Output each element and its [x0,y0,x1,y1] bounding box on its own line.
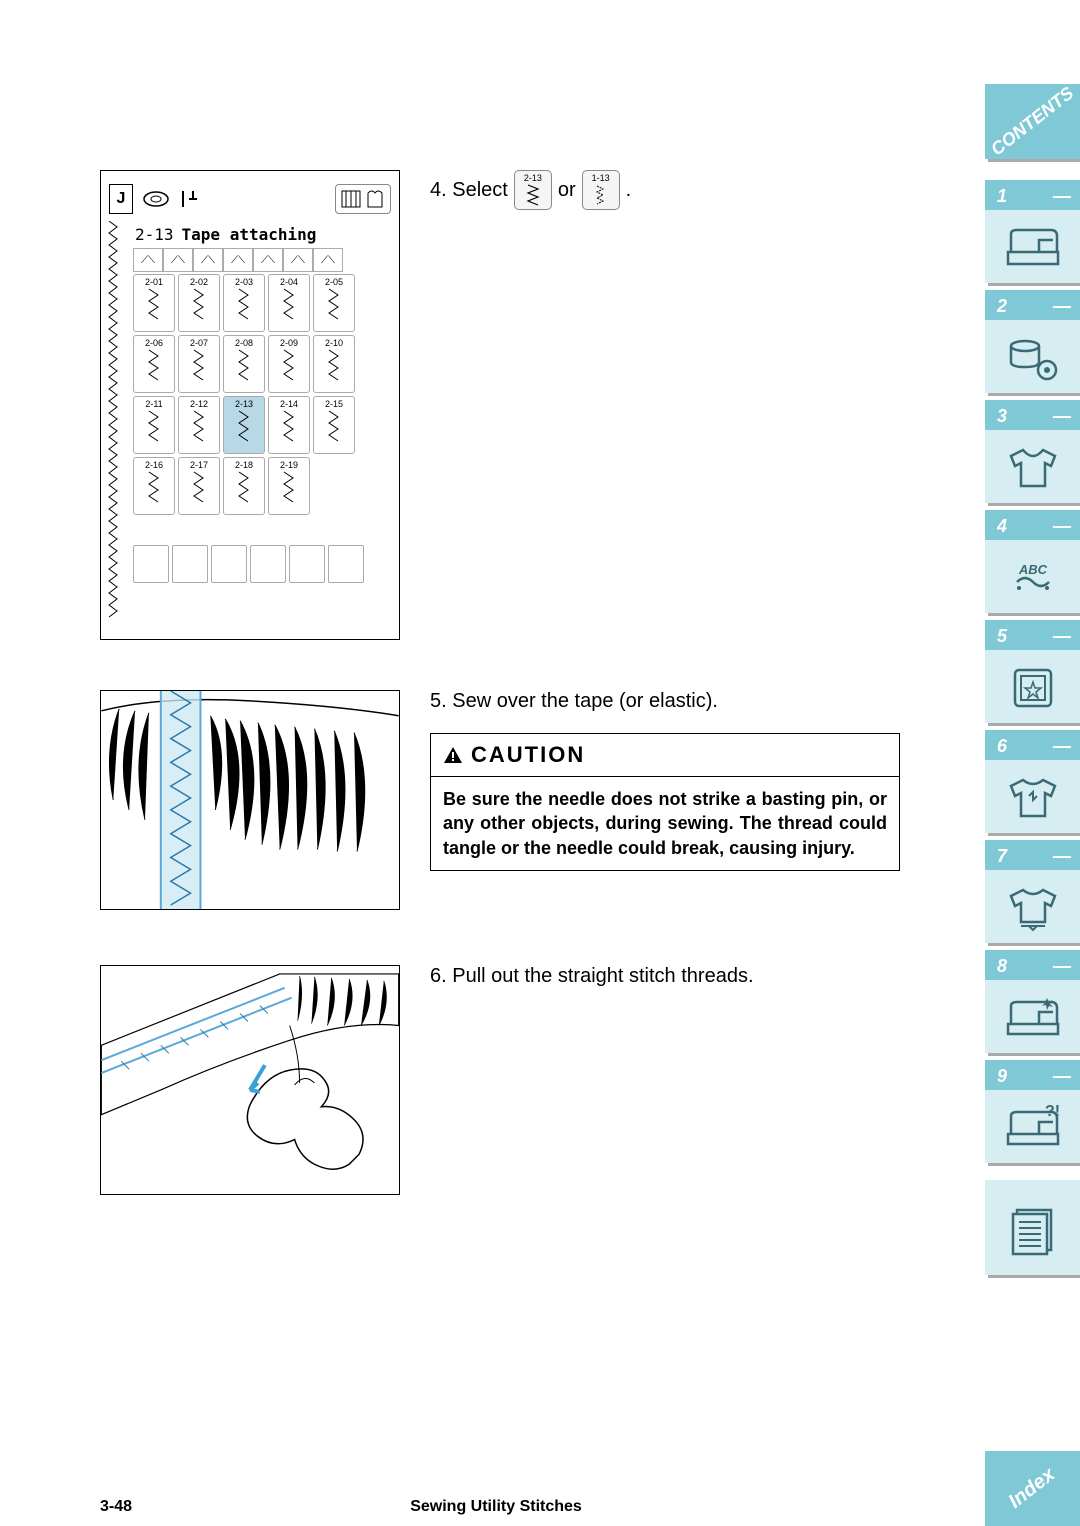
lcd-title-text: Tape attaching [182,225,317,244]
lcd-cell: 2-01 [133,274,175,332]
caution-heading: CAUTION [431,734,899,777]
nav-item-5[interactable]: 5— [985,620,1080,723]
page-number: 3-48 [100,1498,132,1516]
lcd-cell: 2-02 [178,274,220,332]
nav-item-9[interactable]: 9— ?! [985,1060,1080,1163]
step4-text: 4. Select 2-13 or 1-13 . [430,170,900,210]
lcd-figure: J 2-13 Tape attaching [100,170,400,640]
lcd-letter: J [109,184,133,214]
lcd-cell: 2-18 [223,457,265,515]
row-step5: 5. Sew over the tape (or elastic). CAUTI… [100,690,900,915]
nav-item-4[interactable]: 4— ABC [985,510,1080,613]
machine-sparkle-icon [985,980,1080,1053]
book-button[interactable] [985,1180,1080,1275]
caution-body: Be sure the needle does not strike a bas… [431,777,899,870]
svg-text:ABC: ABC [1017,562,1047,577]
lcd-cell: 2-05 [313,274,355,332]
nav-item-2[interactable]: 2— [985,290,1080,393]
lcd-cell: 2-08 [223,335,265,393]
sidebar: CONTENTS 1— 2— 3— 4— ABC 5— [965,0,1080,1526]
lcd-cell: 2-03 [223,274,265,332]
contents-tab[interactable]: CONTENTS [985,84,1080,159]
footer-title: Sewing Utility Stitches [410,1498,582,1516]
footer: 3-48 Sewing Utility Stitches [100,1498,900,1516]
page: CONTENTS 1— 2— 3— 4— ABC 5— [0,0,1080,1526]
stitch-option-1: 2-13 [514,170,552,210]
nav-item-6[interactable]: 6— [985,730,1080,833]
index-label: Index [1005,1463,1060,1513]
lcd-cell: 2-15 [313,396,355,454]
content-area: J 2-13 Tape attaching [100,170,900,1250]
thread-icon [985,320,1080,393]
sew-figure [100,690,400,915]
warning-icon [443,746,463,764]
lcd-cell: 2-09 [268,335,310,393]
lcd-cell: 2-12 [178,396,220,454]
contents-label: CONTENTS [987,83,1078,160]
nav-item-7[interactable]: 7— [985,840,1080,943]
lcd-cell: 2-07 [178,335,220,393]
lcd-cell: 2-14 [268,396,310,454]
machine-icon [985,210,1080,283]
step6-text: 6. Pull out the straight stitch threads. [430,965,900,988]
lcd-cell: 2-10 [313,335,355,393]
lcd-cell: 2-17 [178,457,220,515]
machine-q-icon: ?! [985,1090,1080,1163]
stitch-option-2: 1-13 [582,170,620,210]
shirt-arrow-icon [985,870,1080,943]
lcd-cell: 2-13 [223,396,265,454]
lcd-cell: 2-11 [133,396,175,454]
lcd-title-num: 2-13 [135,225,174,244]
index-tab[interactable]: Index [985,1451,1080,1526]
svg-text:?!: ?! [1045,1103,1060,1120]
row-step4: J 2-13 Tape attaching [100,170,900,640]
shirt-icon [985,430,1080,503]
lcd-cell: 2-06 [133,335,175,393]
lcd-stitch-grid: 2-012-022-032-042-05 2-062-072-082-092-10… [133,274,391,515]
pull-figure [100,965,400,1200]
book-icon [1003,1198,1063,1258]
nav-item-1[interactable]: 1— [985,180,1080,283]
lcd-cell: 2-04 [268,274,310,332]
nav-item-8[interactable]: 8— [985,950,1080,1053]
shirt-tear-icon [985,760,1080,833]
lcd-cell: 2-16 [133,457,175,515]
caution-box: CAUTION Be sure the needle does not stri… [430,733,900,871]
step5-text: 5. Sew over the tape (or elastic). [430,690,900,713]
abc-icon: ABC [985,540,1080,613]
nav-item-3[interactable]: 3— [985,400,1080,503]
lcd-cell: 2-19 [268,457,310,515]
frame-icon [985,650,1080,723]
row-step6: 6. Pull out the straight stitch threads. [100,965,900,1200]
